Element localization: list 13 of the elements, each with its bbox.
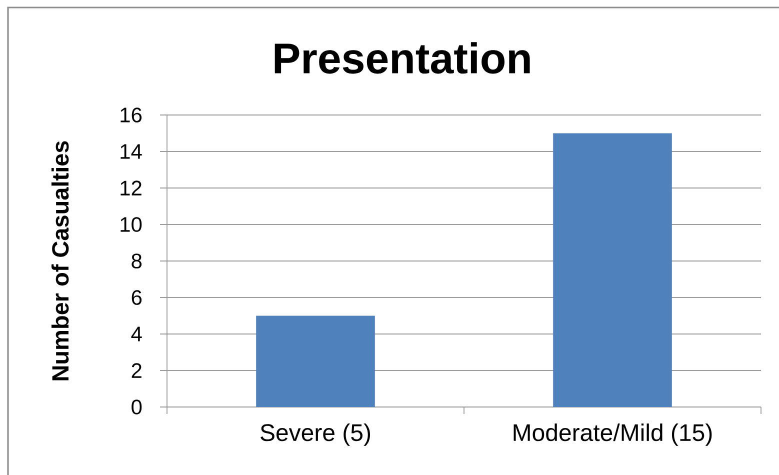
y-tick-label: 8 — [132, 254, 142, 268]
y-tick-label: 16 — [120, 108, 142, 122]
y-tick-label: 6 — [132, 290, 142, 305]
chart-title: Presentation — [274, 42, 530, 74]
y-tick-label: 4 — [131, 326, 142, 342]
x-tick-label: Moderate/Mild (15) — [514, 424, 712, 446]
x-tick-label: Severe (5) — [260, 424, 370, 446]
y-tick-label: 10 — [120, 217, 142, 232]
y-tick-label: 14 — [120, 144, 142, 159]
y-tick-label: 2 — [132, 363, 142, 378]
y-tick-label: 0 — [132, 400, 142, 414]
y-axis-title: Number of Casualties — [51, 141, 69, 380]
y-tick-label: 12 — [120, 180, 142, 196]
